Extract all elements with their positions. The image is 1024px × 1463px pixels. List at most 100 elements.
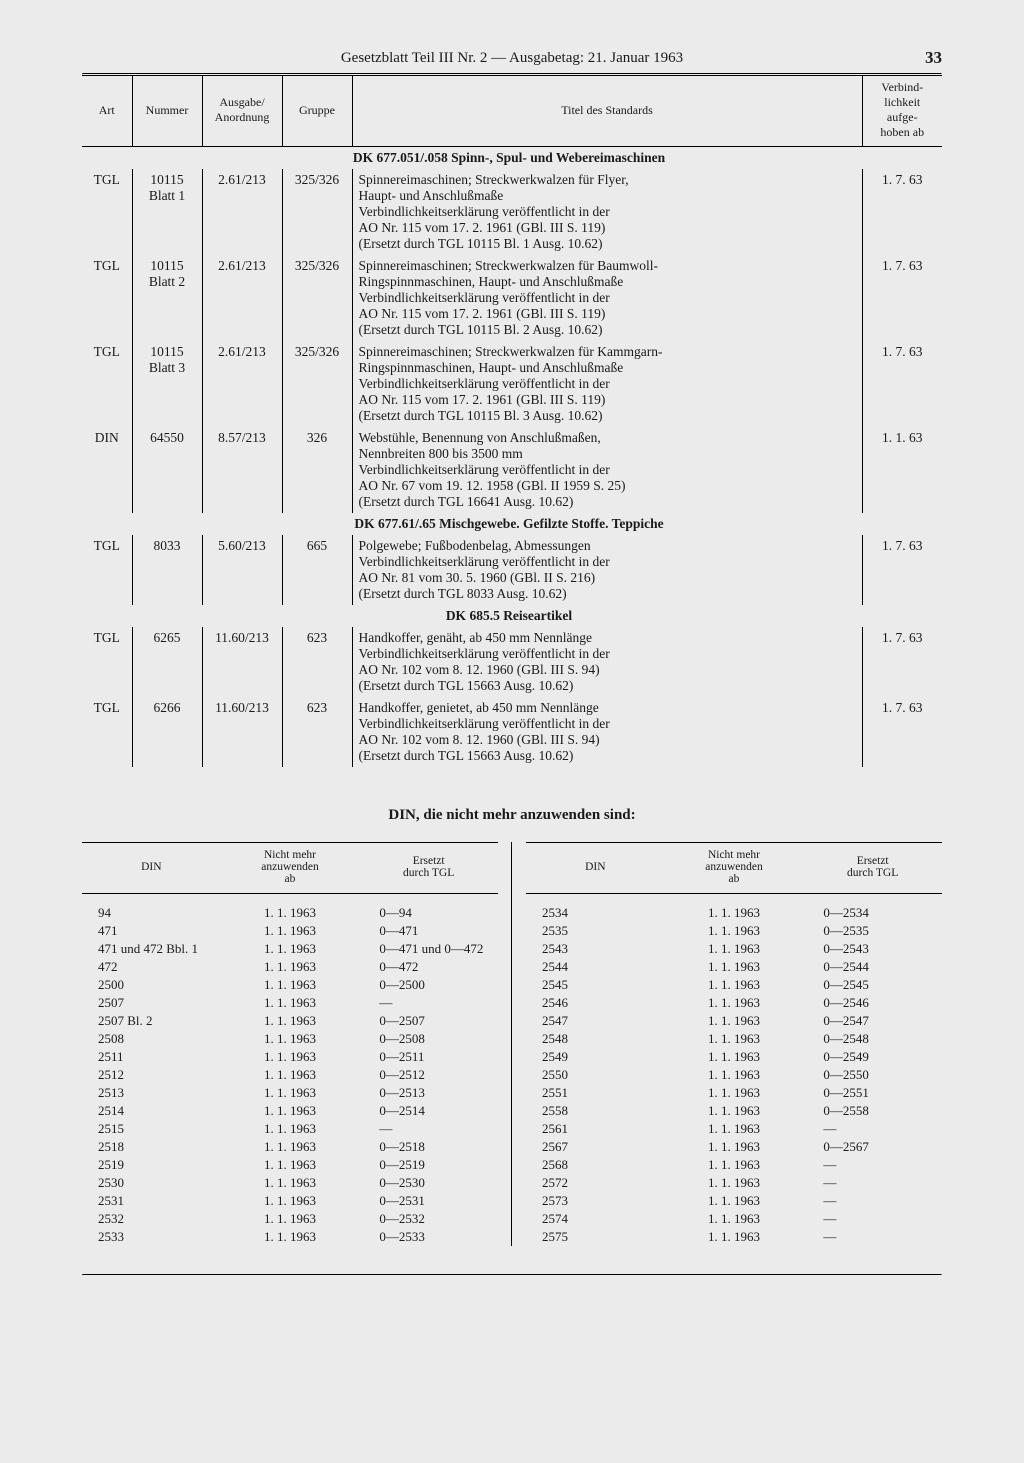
din-th-din: DIN <box>526 843 665 894</box>
cell-date: 1. 7. 63 <box>862 535 942 605</box>
din-cell-tgl: 0—472 <box>359 958 498 976</box>
cell-art: TGL <box>82 697 132 767</box>
din-row: 25501. 1. 19630—2550 <box>526 1066 942 1084</box>
din-row: 4721. 1. 19630—472 <box>82 958 498 976</box>
din-cell-tgl: 0—2530 <box>359 1174 498 1192</box>
th-ausgabe: Ausgabe/Anordnung <box>202 76 282 147</box>
din-cell-ab: 1. 1. 1963 <box>665 922 804 940</box>
th-art: Art <box>82 76 132 147</box>
din-cell-tgl: 0—2514 <box>359 1102 498 1120</box>
din-cell-ab: 1. 1. 1963 <box>665 1228 804 1246</box>
cell-nummer: 6266 <box>132 697 202 767</box>
din-cell-din: 2507 Bl. 2 <box>82 1012 221 1030</box>
din-row: 471 und 472 Bbl. 11. 1. 19630—471 und 0—… <box>82 940 498 958</box>
din-cell-din: 2543 <box>526 940 665 958</box>
din-cell-ab: 1. 1. 1963 <box>221 1174 360 1192</box>
din-cell-din: 2575 <box>526 1228 665 1246</box>
din-cell-ab: 1. 1. 1963 <box>665 1066 804 1084</box>
din-cell-din: 2511 <box>82 1048 221 1066</box>
din-cell-din: 2550 <box>526 1066 665 1084</box>
cell-nummer: 10115Blatt 3 <box>132 341 202 427</box>
cell-gruppe: 325/326 <box>282 169 352 255</box>
cell-ausgabe: 11.60/213 <box>202 627 282 697</box>
din-row: 25471. 1. 19630—2547 <box>526 1012 942 1030</box>
cell-ausgabe: 5.60/213 <box>202 535 282 605</box>
din-cell-din: 471 und 472 Bbl. 1 <box>82 940 221 958</box>
din-table-wrap: DIN Nicht mehranzuwendenab Ersetztdurch … <box>82 842 942 1246</box>
din-row: 25731. 1. 1963— <box>526 1192 942 1210</box>
cell-art: TGL <box>82 627 132 697</box>
din-row: 4711. 1. 19630—471 <box>82 922 498 940</box>
cell-gruppe: 623 <box>282 697 352 767</box>
cell-date: 1. 7. 63 <box>862 697 942 767</box>
din-cell-din: 2500 <box>82 976 221 994</box>
din-cell-tgl: 0—2508 <box>359 1030 498 1048</box>
cell-ausgabe: 2.61/213 <box>202 255 282 341</box>
din-cell-din: 2574 <box>526 1210 665 1228</box>
cell-gruppe: 665 <box>282 535 352 605</box>
din-cell-ab: 1. 1. 1963 <box>665 958 804 976</box>
din-cell-tgl: 0—2531 <box>359 1192 498 1210</box>
cell-ausgabe: 11.60/213 <box>202 697 282 767</box>
din-cell-ab: 1. 1. 1963 <box>665 940 804 958</box>
din-row: 25681. 1. 1963— <box>526 1156 942 1174</box>
din-cell-din: 2512 <box>82 1066 221 1084</box>
din-th-ersetzt: Ersetztdurch TGL <box>359 843 498 894</box>
standards-table-body: DK 677.051/.058 Spinn-, Spul- und Webere… <box>82 147 942 768</box>
din-cell-tgl: 0—471 <box>359 922 498 940</box>
cell-gruppe: 325/326 <box>282 341 352 427</box>
page: Gesetzblatt Teil III Nr. 2 — Ausgabetag:… <box>52 20 972 1324</box>
th-verbind: Verbind-lichkeitaufge-hoben ab <box>862 76 942 147</box>
standards-table: Art Nummer Ausgabe/Anordnung Gruppe Tite… <box>82 75 942 767</box>
cell-date: 1. 1. 63 <box>862 427 942 513</box>
cell-art: DIN <box>82 427 132 513</box>
din-cell-tgl: 0—2548 <box>803 1030 942 1048</box>
din-cell-ab: 1. 1. 1963 <box>221 1084 360 1102</box>
cell-gruppe: 623 <box>282 627 352 697</box>
cell-titel: Spinnereimaschinen; Streckwerkwalzen für… <box>352 255 862 341</box>
running-header: Gesetzblatt Teil III Nr. 2 — Ausgabetag:… <box>82 50 942 67</box>
din-cell-tgl: — <box>359 994 498 1012</box>
din-table-left: DIN Nicht mehranzuwendenab Ersetztdurch … <box>82 842 498 1246</box>
din-row: 25321. 1. 19630—2532 <box>82 1210 498 1228</box>
cell-nummer: 8033 <box>132 535 202 605</box>
section-heading: DK 677.051/.058 Spinn-, Spul- und Webere… <box>82 147 942 170</box>
din-row: 25081. 1. 19630—2508 <box>82 1030 498 1048</box>
din-cell-ab: 1. 1. 1963 <box>665 1012 804 1030</box>
din-cell-ab: 1. 1. 1963 <box>221 1012 360 1030</box>
din-cell-tgl: 0—2551 <box>803 1084 942 1102</box>
din-col-left: DIN Nicht mehranzuwendenab Ersetztdurch … <box>82 842 512 1246</box>
din-th-din: DIN <box>82 843 221 894</box>
din-cell-ab: 1. 1. 1963 <box>665 1174 804 1192</box>
din-row: 25751. 1. 1963— <box>526 1228 942 1246</box>
din-row: 25491. 1. 19630—2549 <box>526 1048 942 1066</box>
din-cell-tgl: — <box>803 1210 942 1228</box>
din-cell-din: 2513 <box>82 1084 221 1102</box>
th-titel: Titel des Standards <box>352 76 862 147</box>
th-gruppe: Gruppe <box>282 76 352 147</box>
din-row: 25451. 1. 19630—2545 <box>526 976 942 994</box>
din-cell-ab: 1. 1. 1963 <box>221 940 360 958</box>
page-number: 33 <box>925 48 942 68</box>
cell-ausgabe: 8.57/213 <box>202 427 282 513</box>
cell-titel: Handkoffer, genäht, ab 450 mm NennlängeV… <box>352 627 862 697</box>
din-row: 25581. 1. 19630—2558 <box>526 1102 942 1120</box>
din-cell-ab: 1. 1. 1963 <box>665 1030 804 1048</box>
din-cell-ab: 1. 1. 1963 <box>665 904 804 922</box>
din-cell-tgl: 0—2519 <box>359 1156 498 1174</box>
din-cell-tgl: — <box>803 1192 942 1210</box>
din-cell-ab: 1. 1. 1963 <box>221 1102 360 1120</box>
cell-date: 1. 7. 63 <box>862 627 942 697</box>
din-row: 25741. 1. 1963— <box>526 1210 942 1228</box>
din-cell-tgl: — <box>803 1228 942 1246</box>
cell-art: TGL <box>82 535 132 605</box>
table-row: TGL10115Blatt 22.61/213325/326Spinnereim… <box>82 255 942 341</box>
din-cell-tgl: 0—2512 <box>359 1066 498 1084</box>
bottom-rule <box>82 1274 942 1276</box>
din-cell-ab: 1. 1. 1963 <box>221 1138 360 1156</box>
din-row: 941. 1. 19630—94 <box>82 904 498 922</box>
din-cell-din: 2530 <box>82 1174 221 1192</box>
din-cell-ab: 1. 1. 1963 <box>221 1030 360 1048</box>
din-cell-ab: 1. 1. 1963 <box>221 1192 360 1210</box>
din-cell-ab: 1. 1. 1963 <box>665 1102 804 1120</box>
